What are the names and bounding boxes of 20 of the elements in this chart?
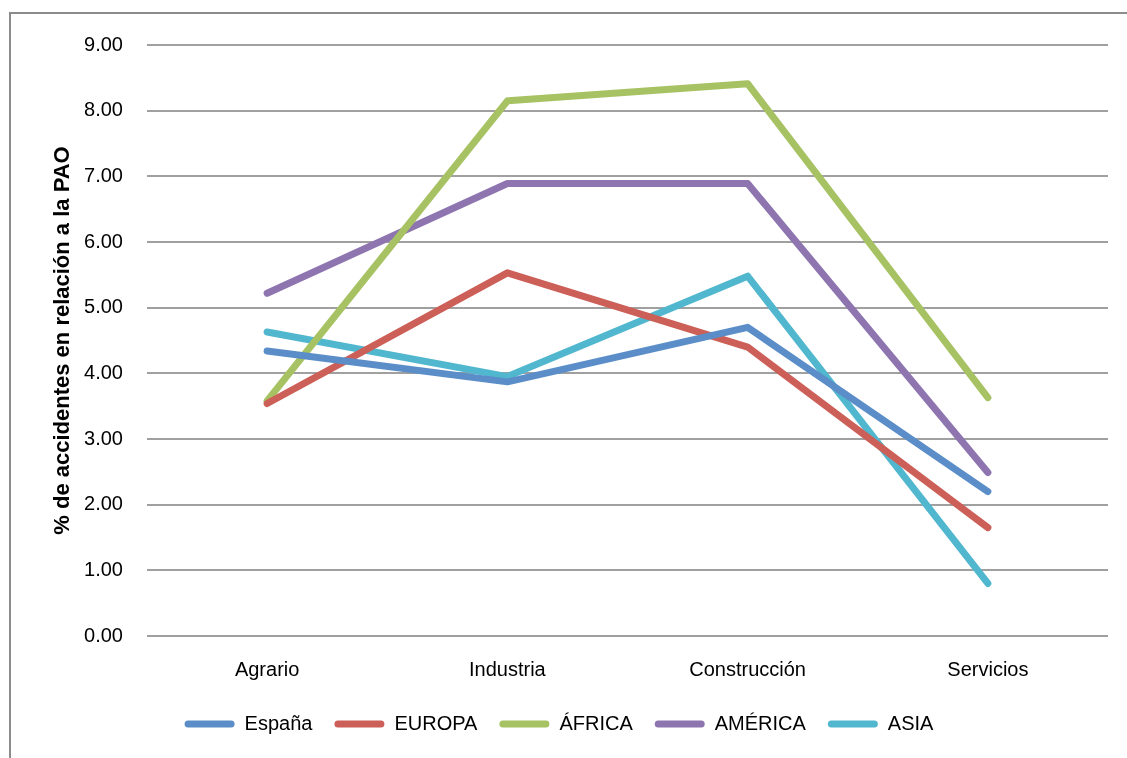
y-tick-label: 6.00 — [84, 229, 123, 252]
y-tick-label: 1.00 — [84, 557, 123, 580]
y-tick-label: 7.00 — [84, 163, 123, 186]
x-tick-label: Industria — [469, 657, 547, 680]
y-tick-label: 5.00 — [84, 295, 123, 318]
y-tick-label: 8.00 — [84, 98, 123, 121]
legend-label: EUROPA — [394, 711, 479, 734]
y-tick-label: 2.00 — [84, 492, 123, 515]
legend-label: AMÉRICA — [714, 711, 807, 734]
legend-label: España — [244, 711, 314, 734]
x-tick-label: Construcción — [689, 657, 806, 680]
y-axis-title: % de accidentes en relación a la PAO — [49, 146, 75, 535]
y-tick-label: 9.00 — [84, 32, 123, 55]
legend-label: ÁFRICA — [559, 711, 634, 734]
x-tick-label: Agrario — [234, 657, 300, 680]
y-tick-label: 0.00 — [84, 623, 123, 646]
y-tick-label: 4.00 — [84, 360, 123, 383]
y-tick-label: 3.00 — [84, 426, 123, 449]
x-tick-label: Servicios — [947, 657, 1029, 680]
legend-label: ASIA — [887, 711, 935, 734]
